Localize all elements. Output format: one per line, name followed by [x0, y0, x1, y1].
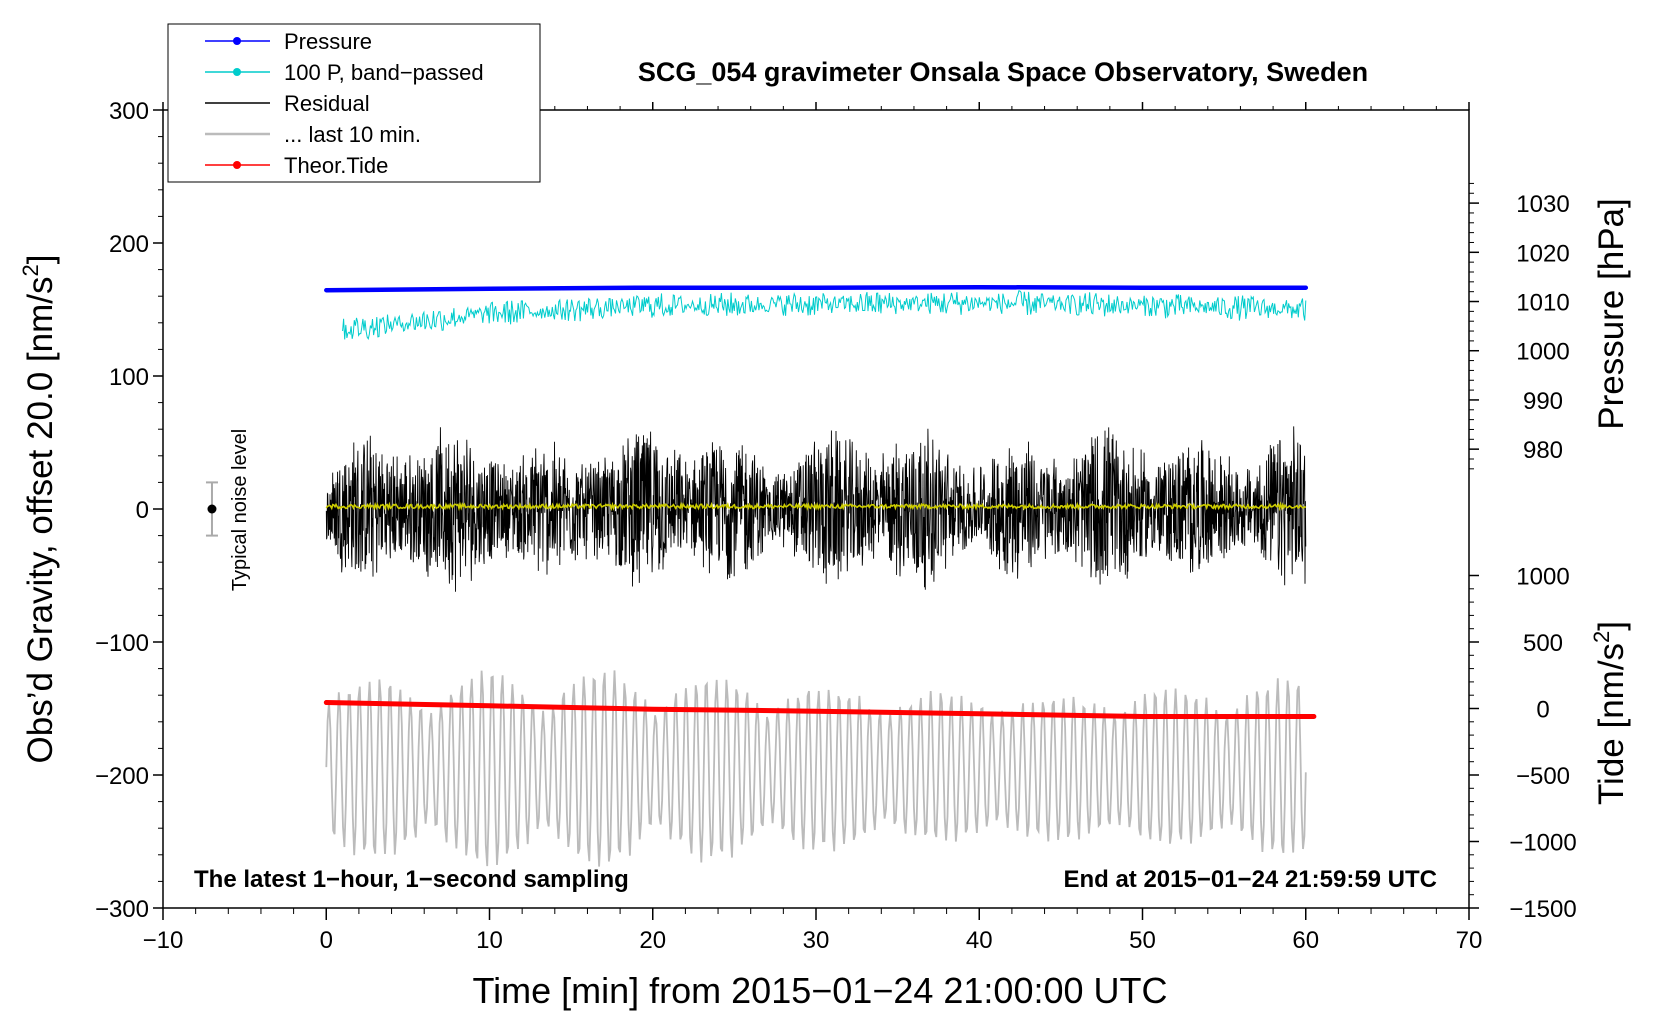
y-tick-label: 300: [109, 98, 149, 125]
legend-marker: [233, 37, 241, 45]
pressure-tick-label: 980: [1523, 437, 1563, 464]
tide-tick-label: −1500: [1509, 896, 1576, 923]
pressure-tick-label: 1000: [1516, 339, 1569, 366]
y-tick-label: 200: [109, 231, 149, 258]
tide-tick-label: −500: [1516, 763, 1570, 790]
x-tick-label: 70: [1456, 927, 1483, 954]
annotation-latest-hour: The latest 1−hour, 1−second sampling: [194, 866, 629, 893]
tide-tick-label: 1000: [1516, 564, 1569, 591]
x-axis-ticks: −10 0 10 20 30 40 50 60 70: [143, 102, 1483, 954]
legend-marker: [233, 161, 241, 169]
x-tick-label: 50: [1129, 927, 1156, 954]
series-pressure-line: [324, 284, 1309, 293]
series-pressure-bandpassed-line: [342, 290, 1307, 341]
legend-label: Residual: [284, 91, 370, 116]
y-axis-pressure-ticks: 1030 1020 1010 1000 990 980: [1469, 182, 1570, 470]
legend: Pressure 100 P, band−passed Residual ... la…: [167, 23, 541, 183]
y-tick-label: 100: [109, 364, 149, 391]
series-residual-smoothed: [325, 501, 1307, 512]
series-pressure-bandpassed: [342, 290, 1307, 341]
x-tick-label: 60: [1292, 927, 1319, 954]
y-axis-tide-ticks: 1000 500 0 −500 −1000 −1500: [1469, 564, 1577, 923]
noise-level-label: Typical noise level: [229, 429, 251, 591]
y-axis-left-ticks: 300 200 100 0 −100 −200 −300: [95, 98, 163, 923]
x-tick-label: 0: [320, 927, 333, 954]
tide-tick-label: 0: [1536, 697, 1549, 724]
pressure-tick-label: 1010: [1516, 290, 1569, 317]
noise-level-marker: [205, 481, 218, 537]
series-pressure: [324, 284, 1309, 293]
y-axis-left-label: Obs’d Gravity, offset 20.0 [nm/s2]: [18, 255, 60, 764]
y-axis-tide-label: Tide [nm/s2]: [1589, 621, 1631, 805]
noise-point: [207, 504, 217, 514]
pressure-tick-label: 990: [1523, 388, 1563, 415]
y-axis-pressure-label: Pressure [hPa]: [1592, 198, 1631, 430]
x-tick-label: 40: [966, 927, 993, 954]
x-axis-label: Time [min] from 2015−01−24 21:00:00 UTC: [472, 970, 1167, 1011]
annotation-end-time: End at 2015−01−24 21:59:59 UTC: [1063, 866, 1437, 893]
legend-label: 100 P, band−passed: [284, 60, 484, 85]
tide-tick-label: −1000: [1509, 830, 1576, 857]
y-tick-label: −100: [95, 630, 149, 657]
y-tick-label: −200: [95, 763, 149, 790]
y-tick-label: −300: [95, 896, 149, 923]
series-theor-tide-line: [323, 700, 1317, 719]
series-residual-smoothed-line: [325, 501, 1307, 512]
series-theor-tide: [323, 700, 1317, 719]
series-last-10-min: [325, 670, 1307, 867]
x-tick-label: 30: [803, 927, 830, 954]
y-tick-label: 0: [136, 497, 149, 524]
legend-label: Theor.Tide: [284, 153, 388, 178]
x-tick-label: −10: [143, 927, 184, 954]
series-last-10-min-line: [325, 670, 1307, 867]
x-tick-label: 20: [639, 927, 666, 954]
chart-title: SCG_054 gravimeter Onsala Space Observat…: [638, 57, 1368, 87]
x-tick-label: 10: [476, 927, 503, 954]
pressure-tick-label: 1030: [1516, 191, 1569, 218]
pressure-tick-label: 1020: [1516, 240, 1569, 267]
legend-label: ... last 10 min.: [284, 122, 421, 147]
legend-label: Pressure: [284, 29, 372, 54]
tide-tick-label: 500: [1523, 630, 1563, 657]
legend-marker: [233, 68, 241, 76]
